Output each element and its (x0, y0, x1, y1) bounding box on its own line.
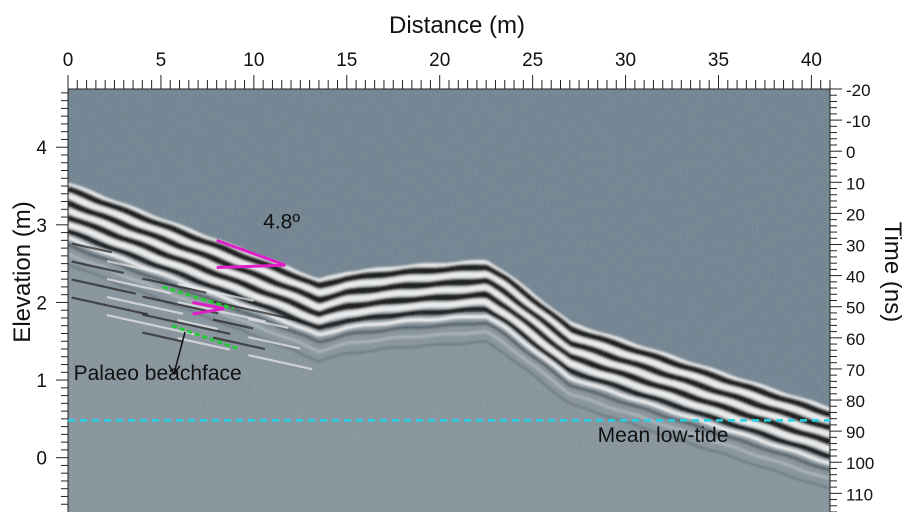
right-tick-label: 60 (846, 330, 865, 349)
right-axis-label: Time (ns) (879, 222, 902, 322)
palaeo-beachface-label: Palaeo beachface (74, 362, 242, 385)
x-axis-top: 0 5 10 15 20 25 30 35 40 (63, 50, 831, 89)
right-tick-label: 90 (846, 423, 865, 442)
palaeo-beachface-line (171, 324, 240, 351)
x-tick-label: 10 (243, 50, 264, 71)
x-tick-label: 25 (522, 50, 543, 71)
x-tick-label: 35 (708, 50, 729, 71)
right-tick-label: -10 (846, 112, 871, 131)
palaeo-beachface-line (162, 285, 234, 311)
right-tick-label: 110 (846, 485, 873, 504)
dip-angle-marker (216, 238, 286, 267)
texture-noise (68, 89, 830, 512)
palaeo-arrow-head (168, 364, 181, 376)
reflection-layer (68, 89, 830, 512)
left-tick-label: 0 (36, 449, 47, 470)
x-tick-label: 5 (156, 50, 167, 71)
right-tick-label: 100 (846, 454, 874, 473)
x-tick-label: 40 (801, 50, 822, 71)
dip-angle-marker (216, 263, 286, 270)
right-axis-time: -20 -10 0 10 20 30 40 50 60 70 80 90 100 110 (830, 81, 874, 512)
dip-angle-label: 4.8º (263, 211, 300, 234)
right-tick-label: 0 (846, 143, 855, 162)
right-tick-label: 30 (846, 237, 865, 256)
left-tick-label: 2 (36, 293, 47, 314)
left-tick-label: 3 (36, 216, 47, 237)
right-tick-label: 40 (846, 268, 865, 287)
right-tick-label: 20 (846, 205, 865, 224)
right-tick-label: 70 (846, 361, 865, 380)
right-tick-label: 50 (846, 299, 865, 318)
left-axis-label: Elevation (m) (9, 201, 36, 342)
x-tick-label: 30 (615, 50, 636, 71)
palaeo-arrow-line (173, 331, 186, 375)
x-axis-label: Distance (m) (389, 12, 525, 39)
right-tick-label: -20 (846, 81, 871, 100)
right-tick-label: 10 (846, 174, 865, 193)
annotation-overlays: 4.8º Palaeo beachface Mean low-tide (68, 211, 830, 447)
left-tick-label: 1 (36, 371, 47, 392)
x-tick-label: 20 (429, 50, 450, 71)
dip-angle-marker (192, 300, 225, 311)
dip-angle-marker (192, 307, 225, 316)
x-tick-label: 15 (336, 50, 357, 71)
mean-low-tide-label: Mean low-tide (598, 424, 729, 447)
left-tick-label: 4 (36, 138, 47, 159)
x-tick-label: 0 (63, 50, 74, 71)
right-tick-label: 80 (846, 392, 865, 411)
left-axis-elevation: 4 3 2 1 0 (36, 92, 68, 505)
